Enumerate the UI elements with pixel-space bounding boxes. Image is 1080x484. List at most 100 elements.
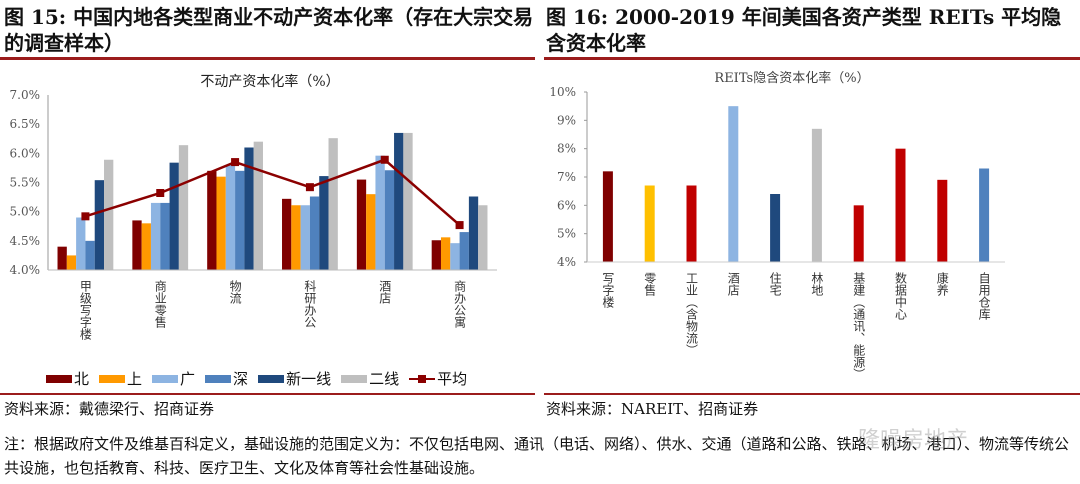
- legend-swatch: [99, 374, 126, 383]
- bar-新一线: [468, 196, 479, 270]
- legend-swatch: [46, 374, 72, 383]
- bar-北: [356, 179, 367, 270]
- legend-label: 平均: [437, 370, 468, 388]
- y-tick-label: 5.5%: [10, 176, 41, 190]
- bar-二线: [104, 159, 114, 270]
- y-tick-label: 8%: [557, 142, 576, 156]
- bar-二线: [478, 205, 488, 270]
- bar-深: [459, 232, 469, 270]
- bar-酒店: [728, 106, 739, 262]
- legend-swatch: [341, 374, 368, 383]
- legend-swatch: [152, 374, 179, 383]
- bar-广: [76, 217, 86, 270]
- watermark: 隆噪房地产: [858, 428, 969, 453]
- source-text: 资料来源：NAREIT、招商证券: [546, 400, 759, 418]
- category-label: 酒店: [726, 272, 741, 296]
- legend-item: 二线: [341, 368, 399, 389]
- bar-深: [384, 170, 395, 270]
- title-divider: [0, 57, 535, 60]
- legend-item: 广: [152, 368, 195, 389]
- y-tick-label: 6.5%: [10, 117, 41, 131]
- bar-深: [235, 170, 245, 270]
- y-tick-label: 6.0%: [10, 146, 41, 160]
- y-tick-label: 4.5%: [10, 234, 41, 248]
- y-tick-label: 10%: [549, 85, 576, 99]
- bar-北: [431, 240, 441, 270]
- category-label: 物流: [228, 280, 243, 304]
- legend-item: 新一线: [258, 368, 331, 389]
- right-panel: 图 16: 2000-2019 年间美国各资产类型 REITs 平均隐含资本化率…: [542, 0, 1080, 420]
- y-tick-label: 6%: [557, 198, 576, 212]
- legend-item: 上: [99, 368, 142, 389]
- bar-北: [207, 170, 217, 270]
- legend-item: 深: [205, 368, 248, 389]
- bar-二线: [178, 145, 189, 270]
- y-tick-label: 7.0%: [10, 88, 41, 102]
- bar-林地: [811, 128, 822, 262]
- category-label: 商业零售: [153, 280, 168, 328]
- bar-写字楼: [602, 171, 613, 262]
- source-text: 资料来源：戴德梁行、招商证券: [4, 400, 215, 418]
- bar-新一线: [319, 176, 329, 270]
- figure-16-title: 图 16: 2000-2019 年间美国各资产类型 REITs 平均隐含资本化率: [546, 5, 1062, 55]
- bar-北: [57, 246, 67, 270]
- average-marker: [156, 189, 165, 197]
- bar-新一线: [169, 162, 179, 270]
- category-label: 数据中心: [893, 272, 908, 320]
- average-marker: [81, 212, 90, 221]
- bar-深: [309, 196, 320, 270]
- chart-title: 不动产资本化率（%）: [200, 73, 339, 90]
- category-label: 零售: [642, 272, 657, 296]
- average-marker: [380, 155, 389, 164]
- bar-工业（含物流）: [686, 185, 697, 262]
- source-divider: [544, 393, 1080, 395]
- bar-住宅: [770, 194, 781, 262]
- average-line: [85, 158, 461, 227]
- bar-二线: [403, 132, 413, 270]
- category-label: 工业（含物流）: [684, 272, 699, 356]
- category-label: 酒店: [377, 280, 392, 304]
- legend-swatch: [258, 374, 285, 383]
- bar-广: [450, 243, 460, 270]
- legend-item: 北: [46, 368, 89, 389]
- y-tick-label: 7%: [557, 170, 576, 184]
- bar-北: [282, 198, 292, 270]
- bar-广: [225, 165, 236, 270]
- y-tick-label: 9%: [557, 113, 576, 127]
- bar-北: [132, 220, 142, 270]
- legend-label: 深: [233, 370, 249, 388]
- category-label: 自用仓库: [977, 272, 992, 320]
- average-marker: [305, 183, 314, 192]
- bar-上: [66, 255, 77, 270]
- y-tick-label: 4%: [557, 255, 576, 269]
- category-label: 科研办公: [302, 280, 317, 328]
- legend: 北 上 广 深 新一线 二线 平均: [46, 368, 467, 389]
- source-divider: [0, 393, 535, 395]
- y-tick-label: 5.0%: [10, 205, 41, 219]
- bar-上: [216, 176, 226, 270]
- title-divider: [544, 57, 1080, 60]
- legend-label: 广: [180, 370, 196, 388]
- left-panel: 图 15: 中国内地各类型商业不动产资本化率（存在大宗交易的调查样本） 不动产资…: [0, 0, 538, 420]
- legend-label: 新一线: [286, 370, 332, 388]
- legend-label: 北: [74, 370, 90, 388]
- bar-零售: [644, 185, 655, 262]
- bar-自用仓库: [979, 168, 990, 262]
- legend-label: 上: [127, 370, 143, 388]
- average-marker: [455, 221, 464, 230]
- bar-新一线: [244, 147, 254, 270]
- category-label: 商办公寓: [452, 280, 467, 328]
- bar-基建（通讯、能源）: [853, 205, 864, 262]
- bar-上: [141, 223, 151, 270]
- bar-新一线: [394, 132, 404, 270]
- footnote: 注：根据政府文件及维基百科定义，基础设施的范围定义为：不仅包括电网、通讯（电话、…: [4, 435, 1070, 477]
- bar-上: [440, 237, 451, 270]
- category-label: 住宅: [768, 272, 783, 296]
- bar-广: [375, 155, 385, 270]
- legend-line-swatch: [409, 374, 436, 383]
- bar-二线: [253, 141, 263, 270]
- legend-swatch: [205, 374, 232, 383]
- bar-康养: [937, 179, 948, 262]
- category-label: 林地: [809, 272, 824, 296]
- cap-rate-chart-china: 不动产资本化率（%） 4.0% 4.5% 5.0% 5.5% 6.0% 6.5% 7.0%: [10, 73, 497, 277]
